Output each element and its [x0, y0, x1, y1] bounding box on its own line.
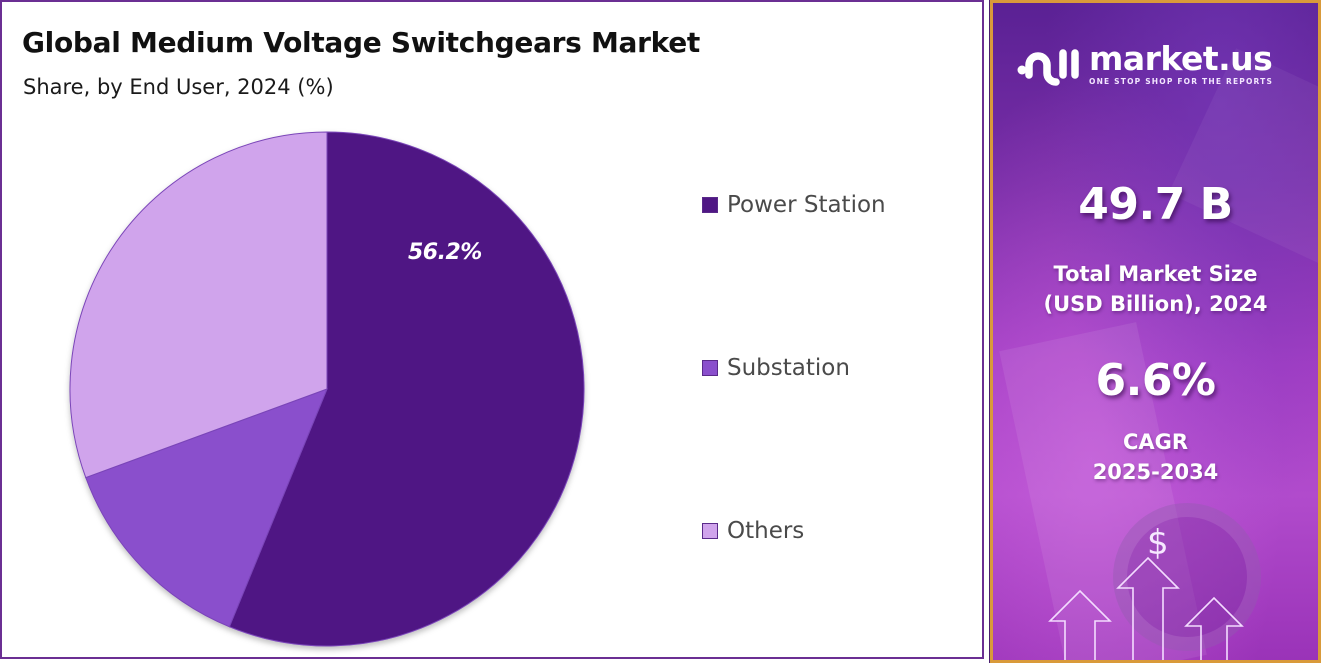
cagr-caption-line2: 2025-2034 — [1092, 460, 1219, 484]
chart-subtitle: Share, by End User, 2024 (%) — [23, 75, 334, 99]
growth-arrows-icon — [1048, 556, 1244, 660]
legend-label: Power Station — [727, 192, 886, 218]
stats-panel: market.us ONE STOP SHOP FOR THE REPORTS … — [989, 0, 1321, 663]
market-size-caption-line2: (USD Billion), 2024 — [1043, 292, 1268, 316]
brand-name: market.us — [1089, 39, 1273, 78]
cagr-stat: 6.6% — [993, 355, 1318, 406]
pie-slice-substation — [85, 388, 328, 628]
cagr-value: 6.6% — [1095, 355, 1216, 406]
legend-item-substation: Substation — [702, 355, 850, 381]
legend-swatch-others — [702, 523, 718, 539]
pie-slice-power-station — [228, 131, 585, 647]
pie-chart-svg — [69, 131, 585, 647]
pie-slice-others — [69, 131, 328, 479]
legend-swatch-substation — [702, 360, 718, 376]
cagr-caption-line1: CAGR — [1122, 430, 1189, 454]
power-station-percent-label: 56.2% — [408, 240, 482, 265]
pie-chart: 56.2% — [62, 124, 592, 654]
market-size-caption: Total Market Size (USD Billion), 2024 — [993, 259, 1318, 319]
market-size-caption-line1: Total Market Size — [1053, 262, 1258, 286]
legend-label: Others — [727, 518, 805, 544]
cagr-caption: CAGR 2025-2034 — [993, 427, 1318, 487]
legend-label: Substation — [727, 355, 850, 381]
brand-logo: market.us ONE STOP SHOP FOR THE REPORTS — [1015, 39, 1274, 87]
market-size-stat: 49.7 B — [993, 179, 1318, 230]
market-us-logo-icon — [1017, 49, 1079, 86]
chart-panel: Global Medium Voltage Switchgears Market… — [0, 0, 984, 659]
dollar-icon: $ — [1147, 523, 1169, 563]
legend-swatch-power-station — [702, 197, 718, 213]
chart-title: Global Medium Voltage Switchgears Market — [22, 26, 700, 59]
brand-tagline: ONE STOP SHOP FOR THE REPORTS — [1089, 77, 1274, 86]
legend-item-power-station: Power Station — [702, 192, 886, 218]
market-size-value: 49.7 B — [1078, 179, 1233, 230]
legend-item-others: Others — [702, 518, 804, 544]
